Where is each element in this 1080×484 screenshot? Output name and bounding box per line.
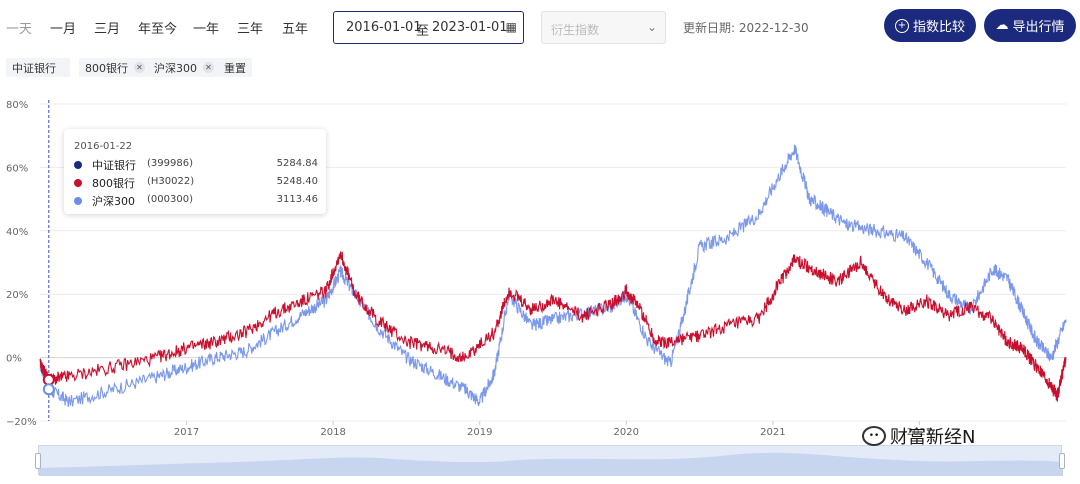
y-tick-label: 40% — [6, 227, 28, 238]
tooltip-series-name: 沪深300 — [92, 195, 135, 208]
watermark-text: 财富新经N — [890, 427, 976, 448]
cursor-line — [42, 100, 55, 421]
slider-right-handle[interactable] — [1059, 453, 1065, 469]
cursor-point-800-bank — [42, 373, 55, 386]
y-tick-label: 80% — [6, 100, 28, 111]
x-tick-label: 2017 — [174, 427, 199, 438]
y-tick-label: 20% — [6, 290, 28, 301]
x-tick-label: 2018 — [320, 427, 345, 438]
tooltip-row: 沪深300 (000300) 3113.46 — [74, 193, 318, 209]
range-button-1d[interactable]: 一天 — [6, 22, 33, 37]
series-color-dot — [74, 179, 82, 187]
series-color-dot — [74, 197, 82, 205]
tag-label: 中证银行 — [12, 61, 56, 75]
index-compare-label: 指数比较 — [912, 20, 965, 35]
slider-area — [39, 452, 1063, 476]
x-tick-label: 2020 — [614, 427, 639, 438]
y-tick-label: −20% — [6, 417, 37, 428]
tag-csi-bank[interactable]: 中证银行 — [6, 58, 70, 77]
update-date: 更新日期: 2022-12-30 — [683, 21, 809, 35]
tooltip-row: 中证银行 (399986) 5284.84 — [74, 157, 318, 173]
date-separator: 至 — [416, 24, 430, 39]
tooltip-series-code: (000300) — [147, 194, 193, 205]
series-lines — [39, 144, 1067, 408]
tooltip-series-value: 5248.40 — [276, 176, 318, 187]
tooltip-series-code: (H30022) — [147, 176, 195, 187]
wechat-icon: •• — [862, 426, 886, 446]
reset-label: 重置 — [224, 61, 246, 75]
close-icon[interactable]: ✕ — [203, 62, 214, 73]
y-tick-label: 60% — [6, 163, 28, 174]
series-color-dot — [74, 161, 82, 169]
chart-tooltip: 2016-01-22 中证银行 (399986) 5284.84 800银行 (… — [64, 129, 326, 214]
plus-circle-icon: + — [894, 18, 909, 33]
range-button-ytd[interactable]: 年至今 — [138, 22, 178, 37]
y-tick-label: 0% — [6, 354, 22, 365]
watermark-logo: •• 财富新经N — [862, 423, 975, 449]
range-button-3m[interactable]: 三月 — [94, 22, 121, 37]
date-end[interactable]: 2023-01-01 — [432, 20, 508, 35]
index-compare-button[interactable]: + 指数比较 — [884, 9, 976, 42]
tooltip-series-value: 3113.46 — [276, 194, 318, 205]
tooltip-date: 2016-01-22 — [74, 141, 133, 152]
calendar-icon[interactable]: ▦ — [505, 20, 517, 34]
date-range-input[interactable]: 2016-01-01 至 2023-01-01 ▦ — [333, 11, 524, 44]
tooltip-series-code: (399986) — [147, 158, 193, 169]
tooltip-row: 800银行 (H30022) 5248.40 — [74, 175, 318, 191]
x-axis-ticks: 2017 2018 2019 2020 2021 2022 — [174, 421, 932, 438]
toolbar: 一天 一月 三月 年至今 一年 三年 五年 2016-01-01 至 2023-… — [0, 0, 1080, 52]
slider-preview — [39, 452, 1063, 476]
y-axis-ticks: 80% 60% 40% 20% 0% −20% — [6, 100, 37, 428]
tag-csi300[interactable]: 沪深300 ✕ — [148, 58, 220, 77]
tooltip-series-name: 800银行 — [92, 177, 135, 190]
series-line-800-bank — [39, 250, 1067, 402]
series-line-csi300 — [39, 144, 1067, 408]
x-tick-label: 2019 — [467, 427, 492, 438]
date-start[interactable]: 2016-01-01 — [346, 20, 422, 35]
x-tick-label: 2022 — [907, 427, 932, 438]
close-icon[interactable]: ✕ — [134, 62, 145, 73]
range-button-1m[interactable]: 一月 — [50, 22, 77, 37]
slider-left-handle[interactable] — [35, 453, 41, 469]
range-button-3y[interactable]: 三年 — [237, 22, 264, 37]
tag-label: 800银行 — [85, 61, 128, 75]
derived-index-placeholder: 衍生指数 — [551, 23, 600, 37]
export-label: 导出行情 — [1012, 20, 1065, 35]
selected-index-tags: 中证银行 800银行 ✕ 沪深300 ✕ 重置 — [0, 58, 1080, 78]
tag-800-bank[interactable]: 800银行 ✕ — [79, 58, 151, 77]
cursor-point-csi300 — [42, 383, 55, 396]
range-slider[interactable] — [35, 445, 1065, 476]
x-tick-label: 2021 — [760, 427, 785, 438]
tooltip-series-value: 5284.84 — [276, 158, 318, 169]
derived-index-select[interactable]: 衍生指数 ⌄ — [541, 11, 666, 44]
tooltip-series-name: 中证银行 — [92, 159, 136, 172]
reset-button[interactable]: 重置 — [218, 58, 252, 77]
tag-label: 沪深300 — [154, 61, 197, 75]
chevron-down-icon: ⌄ — [646, 20, 657, 34]
export-button[interactable]: ☁ 导出行情 — [984, 9, 1076, 42]
range-button-5y[interactable]: 五年 — [282, 22, 309, 37]
range-button-1y[interactable]: 一年 — [193, 22, 220, 37]
cloud-download-icon: ☁ — [995, 18, 1009, 33]
